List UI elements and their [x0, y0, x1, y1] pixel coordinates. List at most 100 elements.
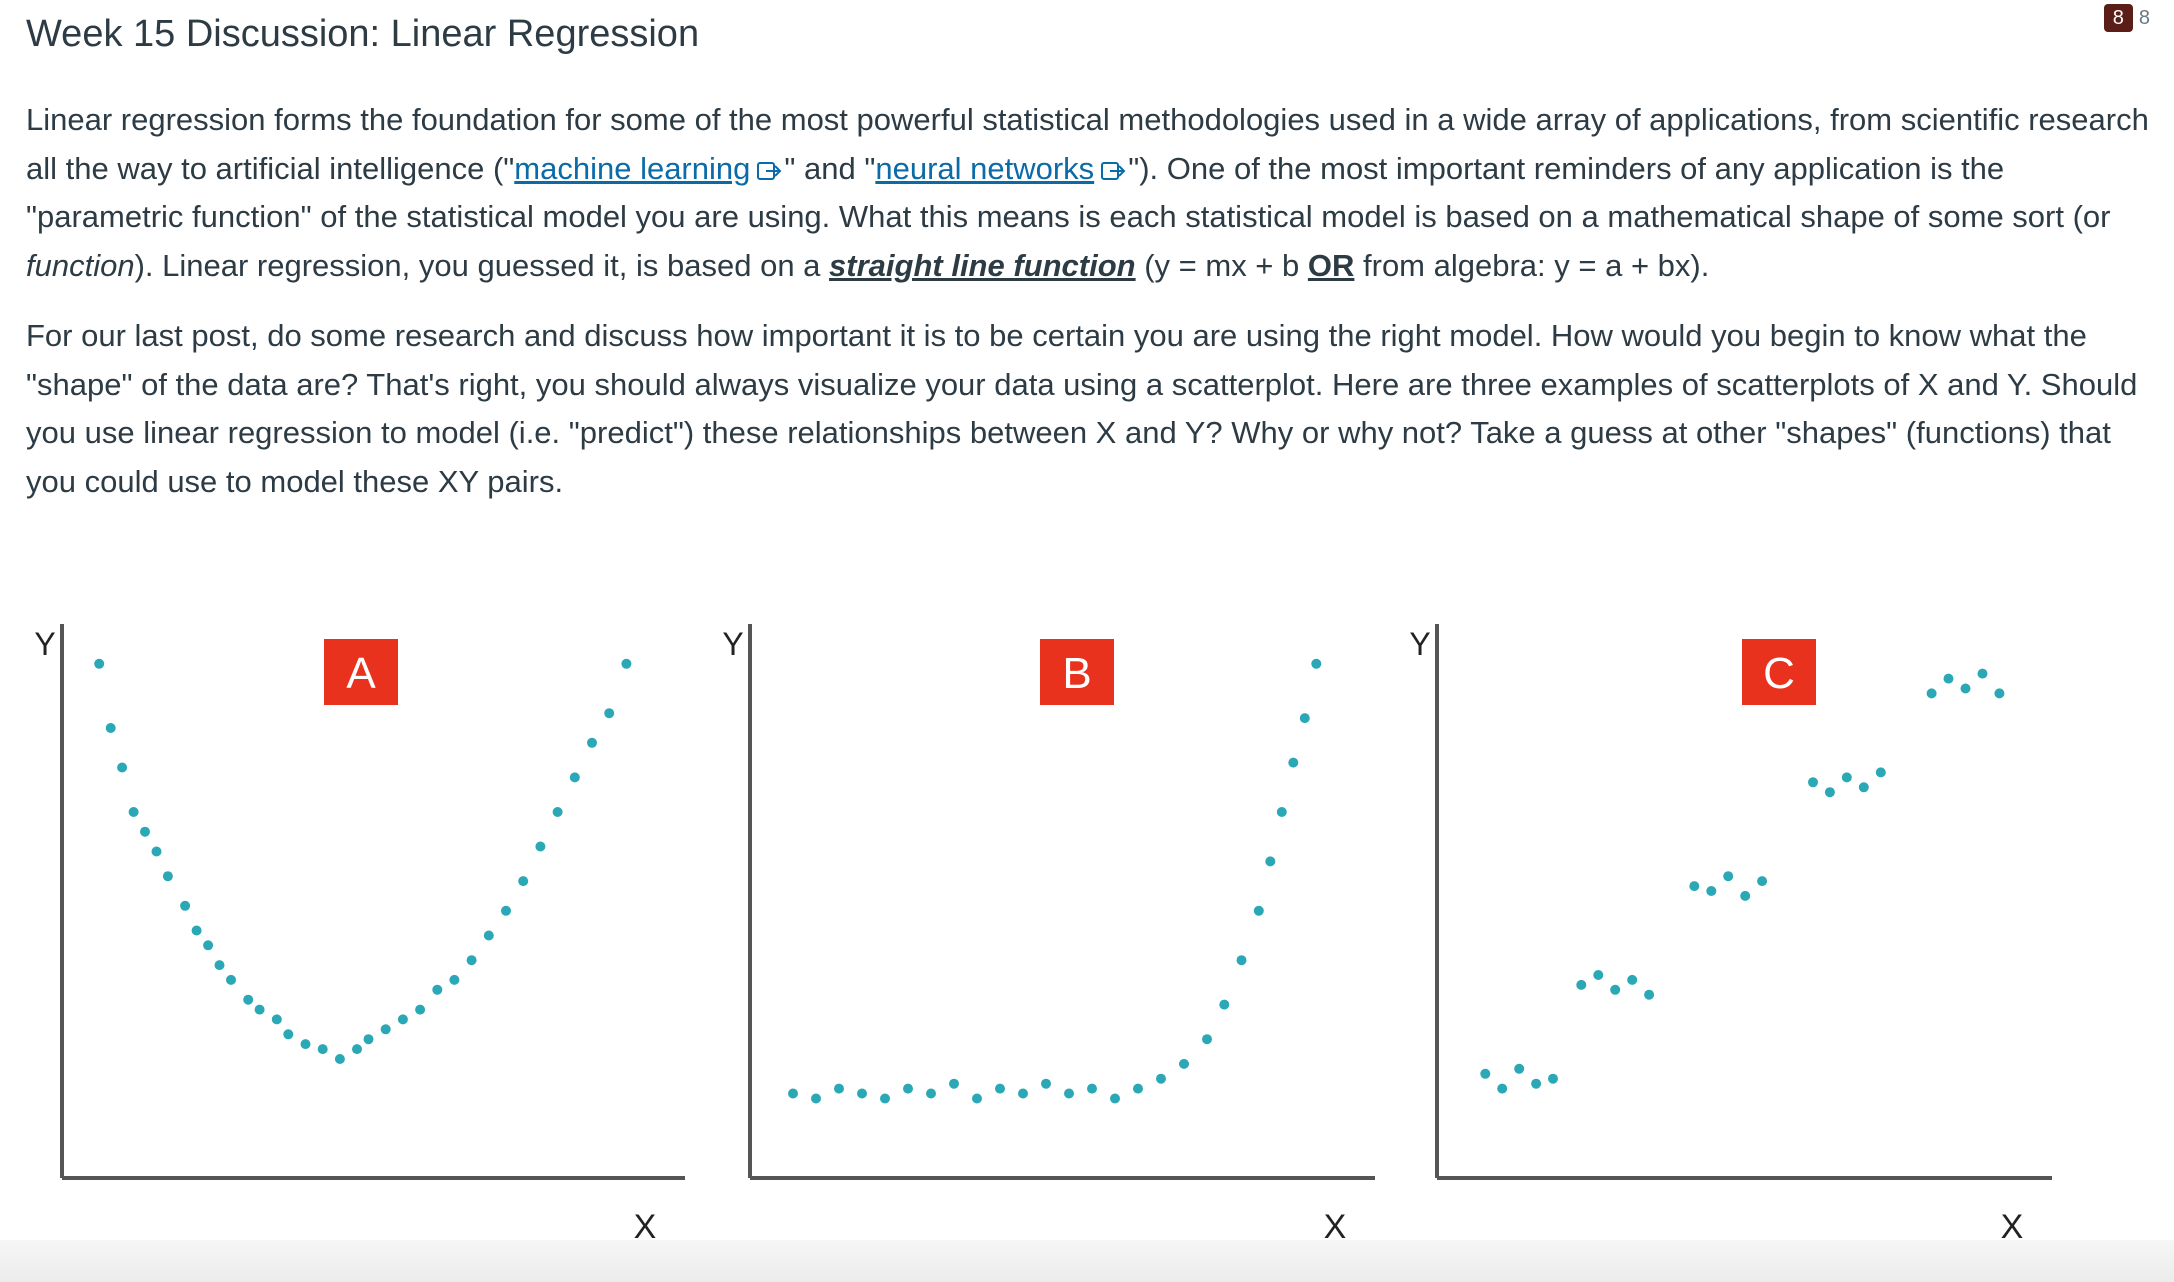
data-point: [903, 1083, 913, 1094]
data-point: [105, 723, 116, 733]
scatterplot-c: Y X C: [1409, 624, 2052, 1246]
scatterplots-figure: Y X A Y X B Y X C: [34, 624, 2052, 1246]
data-point: [151, 846, 162, 857]
or-link[interactable]: OR: [1307, 247, 1355, 283]
data-point: [926, 1088, 936, 1099]
data-point: [1041, 1078, 1051, 1089]
data-point: [949, 1078, 959, 1089]
data-point: [834, 1083, 844, 1094]
machine-learning-link-text: machine learning: [514, 150, 751, 186]
y-axis-label: Y: [722, 626, 743, 662]
data-point: [397, 1014, 408, 1025]
neural-networks-link[interactable]: neural networks: [875, 151, 1128, 186]
x-axis-label: X: [2001, 1208, 2024, 1246]
y-axis-label: Y: [1409, 626, 1430, 662]
data-point: [1706, 886, 1717, 896]
data-point: [1110, 1093, 1120, 1104]
data-point: [501, 905, 511, 916]
data-point: [1977, 668, 1988, 679]
intro-text-5: (y = mx + b: [1135, 247, 1308, 283]
panel-label: B: [1062, 649, 1091, 698]
data-point: [569, 772, 580, 783]
data-point: [466, 955, 477, 966]
unread-count-badge[interactable]: 8 8: [2103, 4, 2150, 32]
intro-text-1: Linear regression forms the foundation f…: [26, 102, 2149, 186]
data-point: [380, 1024, 391, 1035]
data-point: [972, 1093, 982, 1104]
data-point: [995, 1083, 1005, 1094]
data-point: [226, 974, 236, 985]
data-point: [1253, 905, 1264, 916]
data-point: [191, 925, 202, 936]
data-point: [1236, 955, 1247, 966]
intro-paragraph: Linear regression forms the foundation f…: [26, 96, 2156, 290]
data-point: [1943, 673, 1954, 684]
data-point: [1179, 1058, 1189, 1069]
data-point: [334, 1054, 345, 1064]
data-point: [1593, 970, 1604, 980]
data-point: [1497, 1083, 1508, 1094]
panel-label-box: [1742, 639, 1816, 705]
data-point: [180, 900, 191, 911]
data-point: [587, 737, 597, 748]
data-point: [352, 1044, 362, 1055]
data-point: [1531, 1078, 1542, 1089]
data-point: [271, 1014, 282, 1025]
data-point: [317, 1044, 328, 1055]
total-count: 8: [2138, 6, 2150, 29]
panel-label: C: [1763, 649, 1795, 698]
data-point: [1824, 787, 1835, 798]
data-point: [1875, 767, 1886, 778]
data-point: [1133, 1083, 1143, 1094]
data-point: [94, 658, 105, 669]
page-title: Week 15 Discussion: Linear Regression: [26, 13, 700, 55]
data-point: [1288, 757, 1299, 768]
data-point: [214, 960, 225, 971]
data-point: [1926, 688, 1937, 699]
machine-learning-link[interactable]: machine learning: [514, 151, 784, 186]
data-point: [1064, 1088, 1074, 1099]
data-point: [1202, 1034, 1212, 1045]
data-point: [788, 1088, 798, 1099]
panel-label-box: [1040, 639, 1114, 705]
scatterplot-a: Y X A: [34, 624, 685, 1246]
data-point: [203, 940, 214, 951]
data-point: [432, 984, 443, 995]
data-point: [1087, 1083, 1097, 1094]
data-point: [604, 708, 615, 719]
intro-text-6: from algebra: y = a + bx).: [1354, 247, 1710, 283]
data-point: [363, 1034, 374, 1045]
neural-networks-link-text: neural networks: [875, 150, 1095, 186]
x-axis-label: X: [1324, 1208, 1347, 1246]
data-point: [1723, 871, 1734, 882]
prompt-paragraph: For our last post, do some research and …: [26, 318, 2138, 499]
data-point: [1311, 658, 1322, 669]
data-point: [140, 826, 150, 837]
scatterplot-b: Y X B: [722, 624, 1375, 1246]
data-point: [243, 994, 254, 1005]
external-link-icon: [1101, 161, 1126, 180]
data-point: [128, 807, 139, 817]
data-point: [1644, 989, 1655, 1000]
x-axis-label: X: [634, 1208, 657, 1246]
data-point: [1841, 772, 1852, 783]
unread-count: 8: [2103, 4, 2133, 32]
y-axis-label: Y: [34, 626, 55, 662]
data-point: [1610, 984, 1621, 995]
data-point: [300, 1039, 311, 1050]
data-point: [1576, 979, 1587, 990]
data-point: [857, 1088, 867, 1099]
data-point: [535, 841, 546, 852]
data-point: [552, 807, 563, 817]
data-point: [1548, 1073, 1558, 1084]
straight-line-function-link[interactable]: straight line function: [829, 247, 1136, 283]
bottom-bar: [0, 1240, 2174, 1282]
data-point: [1627, 974, 1638, 985]
data-point: [621, 658, 632, 669]
data-point: [1740, 890, 1751, 901]
data-point: [483, 930, 494, 941]
intro-text-3: "). One of the most important reminders …: [26, 150, 2111, 235]
data-point: [1299, 713, 1310, 724]
data-point: [1219, 999, 1230, 1010]
data-point: [811, 1093, 821, 1104]
